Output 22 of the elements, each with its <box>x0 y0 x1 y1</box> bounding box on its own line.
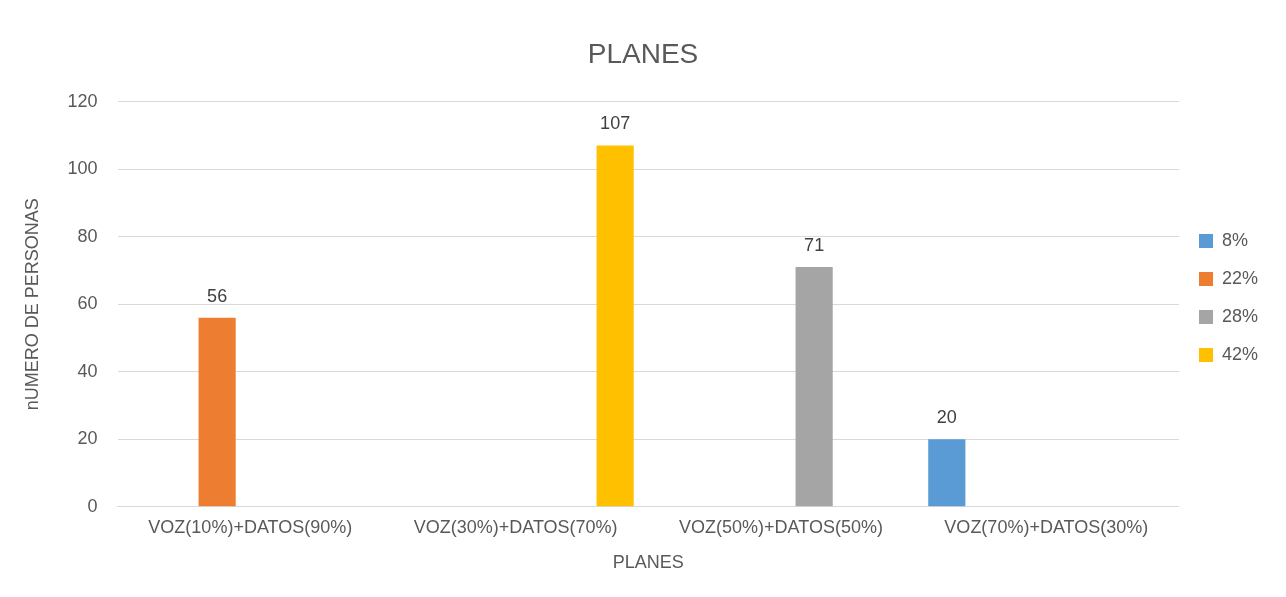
legend-label: 22% <box>1221 267 1258 288</box>
x-tick-label: VOZ(50%)+DATOS(50%) <box>679 516 883 537</box>
legend-label: 28% <box>1221 305 1258 326</box>
legend-label: 42% <box>1221 343 1258 364</box>
data-label: 56 <box>207 285 228 306</box>
data-label: 107 <box>600 113 631 134</box>
data-label: 20 <box>936 407 957 428</box>
y-tick-label: 20 <box>77 428 98 449</box>
chart-title: PLANES <box>587 37 699 69</box>
x-tick-label: VOZ(10%)+DATOS(90%) <box>148 516 353 537</box>
legend-label: 8% <box>1221 229 1248 250</box>
y-tick-label: 100 <box>67 158 98 179</box>
x-tick-label: VOZ(70%)+DATOS(30%) <box>944 516 1149 537</box>
y-axis-title: nUMERO DE PERSONAS <box>21 198 42 411</box>
x-axis-title: PLANES <box>612 552 684 573</box>
y-tick-label: 60 <box>77 293 98 314</box>
y-tick-label: 120 <box>67 90 98 111</box>
x-tick-label: VOZ(30%)+DATOS(70%) <box>413 516 618 537</box>
data-label: 71 <box>804 235 825 256</box>
y-tick-label: 80 <box>77 225 98 246</box>
y-tick-label: 40 <box>77 360 98 381</box>
y-tick-label: 0 <box>87 495 98 516</box>
